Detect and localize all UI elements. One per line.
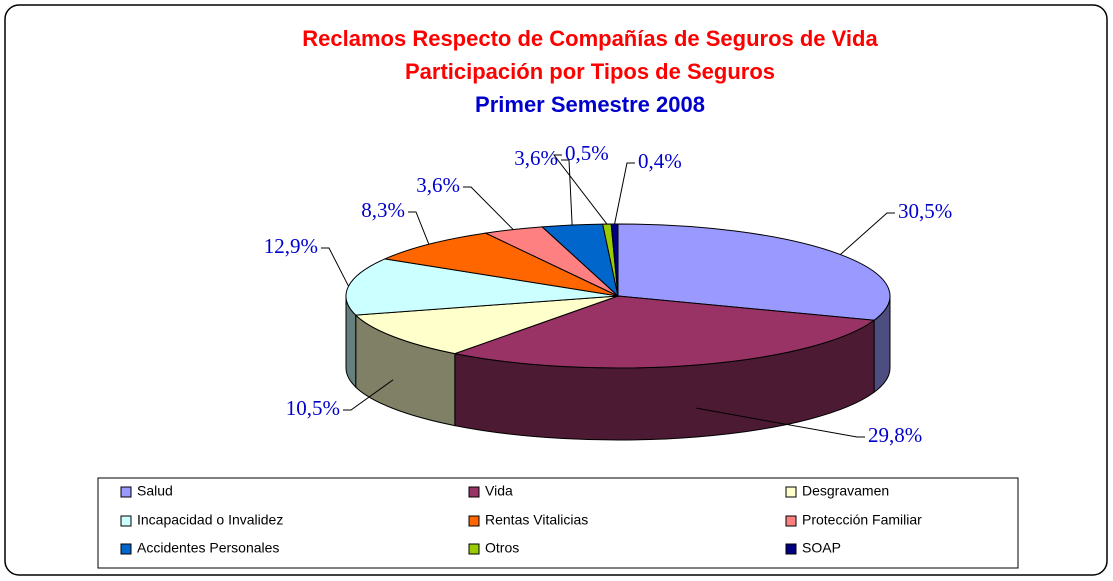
- data-label: 12,9%: [264, 234, 318, 258]
- legend-swatch: [785, 543, 797, 555]
- slice: [383, 232, 619, 297]
- data-label: 0,5%: [565, 141, 609, 165]
- data-label: 3,6%: [416, 173, 460, 197]
- slice: [617, 223, 891, 321]
- legend-swatch: [468, 486, 480, 498]
- legend-box: [97, 477, 1019, 569]
- legend-swatch: [120, 515, 132, 527]
- slice: [452, 295, 876, 369]
- leader-line: [561, 159, 573, 226]
- slice: [345, 258, 619, 316]
- legend-label: Rentas Vitalicias: [485, 512, 588, 528]
- leader-line: [696, 407, 865, 438]
- legend-label: Accidentes Personales: [137, 540, 279, 556]
- legend-label: Salud: [137, 483, 173, 499]
- data-label: 0,4%: [638, 149, 682, 173]
- data-label: 8,3%: [361, 198, 405, 222]
- legend-label: Otros: [485, 540, 519, 556]
- leader-line: [463, 186, 514, 230]
- leader-line: [343, 379, 394, 411]
- legend-swatch: [120, 543, 132, 555]
- data-label: 3,6%: [514, 146, 558, 170]
- chart-title: Participación por Tipos de Seguros: [405, 59, 775, 84]
- data-label: 10,5%: [286, 396, 340, 420]
- chart-subtitle: Primer Semestre 2008: [475, 92, 705, 117]
- legend-label: Incapacidad o Invalidez: [137, 512, 283, 528]
- legend-swatch: [468, 515, 480, 527]
- chart-title: Reclamos Respecto de Compañías de Seguro…: [302, 26, 878, 51]
- leader-line: [552, 154, 608, 225]
- legend-swatch: [120, 486, 132, 498]
- leader-line: [840, 212, 895, 255]
- data-label: 29,8%: [868, 423, 922, 447]
- leader-line: [408, 211, 430, 245]
- data-label: 30,5%: [898, 199, 952, 223]
- legend-label: Vida: [485, 483, 513, 499]
- slice: [610, 223, 619, 297]
- legend-label: Protección Familiar: [802, 512, 922, 528]
- legend-label: Desgravamen: [802, 483, 889, 499]
- legend-swatch: [785, 515, 797, 527]
- leader-line: [321, 247, 349, 287]
- legend-label: SOAP: [802, 540, 841, 556]
- legend-swatch: [785, 486, 797, 498]
- legend-swatch: [468, 543, 480, 555]
- leader-line: [614, 162, 635, 225]
